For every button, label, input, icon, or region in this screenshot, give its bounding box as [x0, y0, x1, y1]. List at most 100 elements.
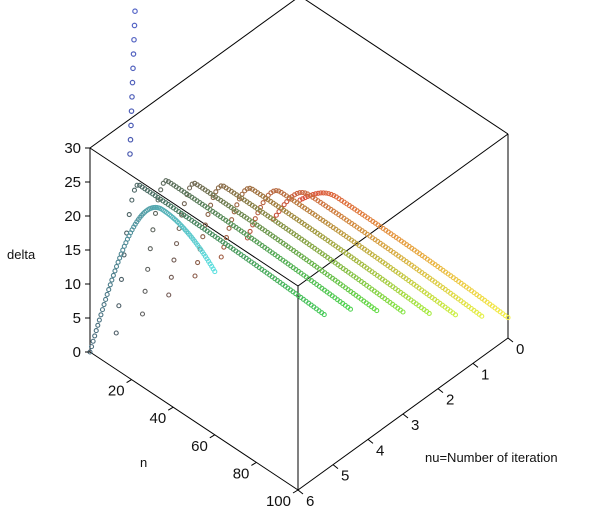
data-point — [270, 188, 277, 194]
data-point — [291, 192, 298, 198]
data-point — [294, 190, 300, 197]
data-point — [90, 338, 96, 344]
data-point — [171, 257, 177, 263]
y-tick-mark — [402, 413, 409, 419]
data-point — [150, 227, 156, 233]
x-tick-mark — [167, 406, 174, 411]
y-tick-mark — [332, 464, 339, 470]
data-point — [300, 196, 306, 202]
data-point — [129, 94, 135, 100]
data-point — [168, 274, 174, 280]
y-axis-label: nu=Number of iteration — [425, 450, 558, 465]
data-point — [189, 181, 195, 187]
data-point — [181, 201, 187, 207]
data-point — [315, 190, 321, 196]
box-edge-top-left — [89, 0, 296, 149]
data-point — [127, 151, 133, 157]
data-point — [115, 259, 121, 265]
data-point — [310, 191, 316, 198]
data-point — [129, 197, 135, 203]
data-point — [328, 191, 334, 197]
data-point — [205, 211, 211, 217]
data-point — [139, 311, 146, 317]
series-curve — [192, 183, 406, 315]
y-tick-mark — [507, 337, 514, 343]
data-point — [142, 288, 148, 294]
data-point — [212, 269, 218, 275]
data-point — [118, 276, 124, 282]
data-point — [326, 191, 332, 197]
data-point — [281, 202, 287, 208]
data-point — [93, 328, 99, 334]
data-point — [113, 330, 119, 336]
data-point — [109, 277, 115, 283]
series-curve — [127, 8, 138, 157]
data-point — [152, 210, 159, 216]
data-point — [103, 296, 109, 303]
z-tick-label: 10 — [64, 276, 81, 293]
data-point — [127, 136, 134, 143]
data-point — [132, 8, 138, 15]
data-point — [110, 272, 116, 278]
data-point — [116, 303, 122, 309]
y-tick-mark — [472, 362, 479, 368]
data-point — [252, 216, 258, 222]
data-point — [247, 228, 253, 234]
data-point — [163, 178, 169, 184]
data-point — [187, 185, 193, 191]
data-point — [479, 313, 485, 319]
data-point — [200, 234, 206, 240]
data-point — [302, 195, 308, 201]
z-tick-label: 15 — [64, 242, 81, 259]
data-point — [218, 183, 224, 189]
data-point — [297, 190, 303, 196]
series-curve — [297, 190, 511, 321]
data-point — [210, 195, 216, 201]
y-tick-mark — [297, 489, 304, 495]
data-point — [98, 312, 104, 318]
data-point — [147, 246, 153, 252]
data-point — [131, 22, 138, 29]
y-tick-label: 5 — [341, 468, 349, 485]
data-point — [297, 197, 303, 203]
series-curve — [166, 180, 380, 314]
data-point — [101, 301, 107, 308]
x-tick-label: 60 — [191, 438, 208, 455]
data-point — [273, 212, 279, 218]
data-point — [505, 315, 511, 321]
curves-layer — [87, 8, 511, 355]
data-point — [131, 36, 137, 43]
x-tick-mark — [292, 489, 299, 494]
data-point — [174, 241, 180, 247]
data-point — [158, 187, 164, 193]
y-tick-label: 0 — [516, 341, 524, 358]
y-tick-label: 6 — [306, 493, 314, 510]
data-point — [126, 212, 132, 218]
data-point — [134, 182, 140, 188]
series-curve — [244, 188, 459, 318]
data-point — [426, 310, 432, 316]
series-curve — [271, 189, 485, 319]
ticks-layer: 0 5 10 15 20 25 30 20 40 60 80 100 0 1 2 3 4 5 6 — [64, 140, 524, 510]
x-tick-mark — [126, 379, 132, 384]
data-point — [107, 282, 113, 288]
box-edge-top-back — [305, 0, 509, 135]
data-point — [305, 193, 311, 199]
data-point — [347, 306, 354, 312]
data-point — [260, 200, 266, 206]
data-point — [236, 196, 242, 202]
data-point — [400, 309, 406, 315]
data-point — [313, 191, 319, 197]
x-tick-label: 40 — [150, 410, 167, 427]
data-point — [99, 307, 106, 313]
x-axis-label: n — [140, 455, 147, 470]
data-point — [195, 259, 201, 266]
box-edge-top-right — [297, 133, 509, 287]
z-tick-label: 0 — [73, 344, 81, 361]
data-point — [113, 263, 120, 270]
data-point — [223, 235, 229, 241]
data-point — [284, 199, 290, 205]
data-point — [452, 312, 459, 318]
data-point — [323, 190, 329, 196]
